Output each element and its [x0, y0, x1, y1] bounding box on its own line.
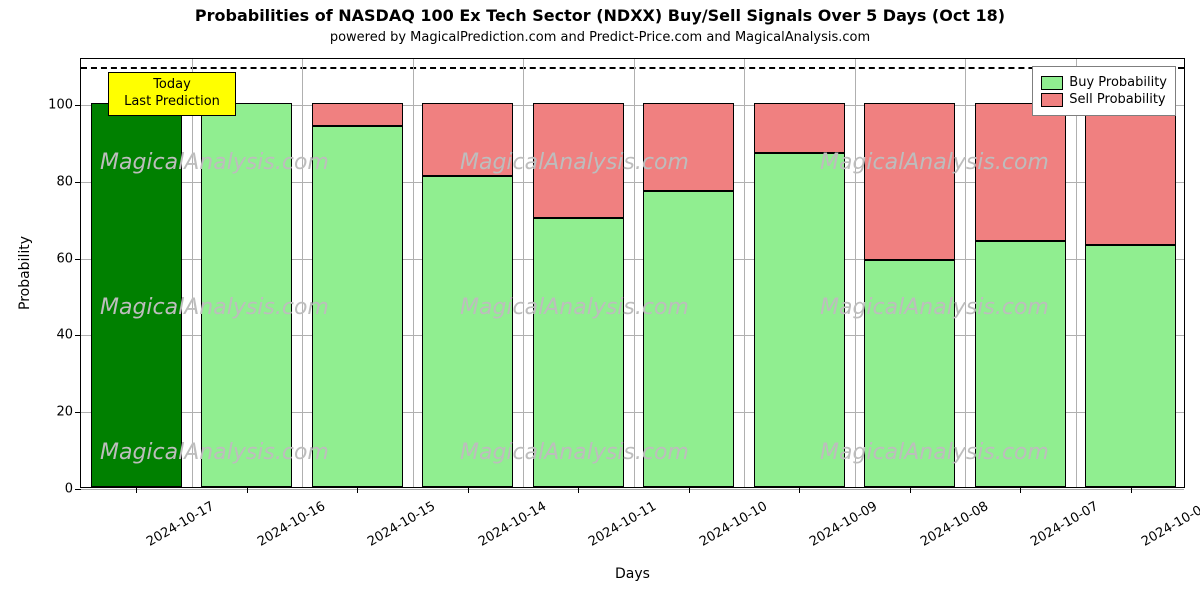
y-axis-label: Probability	[17, 236, 33, 310]
bar-group	[643, 103, 734, 487]
annotation-line-1: Today	[117, 77, 227, 94]
bar-group	[864, 103, 955, 487]
bar-sell	[312, 103, 403, 126]
y-tick-label: 80	[56, 174, 81, 189]
annotation-line-2: Last Prediction	[117, 94, 227, 111]
chart-subtitle: powered by MagicalPrediction.com and Pre…	[0, 30, 1200, 45]
x-tick-label: 2024-10-15	[365, 499, 438, 550]
bar-buy	[312, 126, 403, 487]
bar-buy	[201, 103, 292, 487]
y-tick-label: 0	[65, 482, 81, 497]
x-tick-mark	[799, 487, 800, 493]
legend-item-buy: Buy Probability	[1041, 75, 1167, 90]
bar-buy	[533, 218, 624, 487]
bar-buy	[975, 241, 1066, 487]
legend-swatch-buy	[1041, 76, 1063, 90]
bar-sell	[864, 103, 955, 260]
bar-group	[201, 103, 292, 487]
y-tick-label: 40	[56, 328, 81, 343]
bar-buy	[754, 153, 845, 487]
reference-line	[81, 67, 1184, 69]
bar-group	[312, 103, 403, 487]
legend-label-sell: Sell Probability	[1069, 92, 1165, 107]
grid-line-v	[192, 59, 193, 487]
bar-group	[975, 103, 1066, 487]
grid-line-v	[523, 59, 524, 487]
grid-line-v	[634, 59, 635, 487]
x-tick-label: 2024-10-09	[807, 499, 880, 550]
bar-sell	[754, 103, 845, 153]
bar-sell	[422, 103, 513, 176]
y-tick-label: 60	[56, 251, 81, 266]
x-tick-label: 2024-10-10	[697, 499, 770, 550]
x-tick-label: 2024-10-08	[918, 499, 991, 550]
bar-group	[754, 103, 845, 487]
x-tick-mark	[1131, 487, 1132, 493]
legend: Buy Probability Sell Probability	[1032, 66, 1176, 116]
bar-sell	[643, 103, 734, 191]
legend-item-sell: Sell Probability	[1041, 92, 1167, 107]
grid-line-v	[744, 59, 745, 487]
y-tick-label: 100	[48, 98, 81, 113]
x-tick-mark	[578, 487, 579, 493]
bar-group	[422, 103, 513, 487]
legend-label-buy: Buy Probability	[1069, 75, 1167, 90]
grid-line-v	[965, 59, 966, 487]
bar-group	[91, 103, 182, 487]
bar-buy	[91, 103, 182, 487]
bar-buy	[1085, 245, 1176, 487]
chart-title: Probabilities of NASDAQ 100 Ex Tech Sect…	[0, 6, 1200, 25]
plot-area: 0204060801002024-10-172024-10-162024-10-…	[80, 58, 1185, 488]
bar-sell	[1085, 103, 1176, 245]
grid-line-v	[855, 59, 856, 487]
bar-sell	[975, 103, 1066, 241]
x-tick-label: 2024-10-07	[1028, 499, 1101, 550]
x-tick-label: 2024-10-04	[1139, 499, 1200, 550]
bar-sell	[533, 103, 624, 218]
bar-group	[533, 103, 624, 487]
x-tick-mark	[468, 487, 469, 493]
x-tick-mark	[247, 487, 248, 493]
x-tick-label: 2024-10-17	[144, 499, 217, 550]
x-tick-mark	[689, 487, 690, 493]
bar-buy	[422, 176, 513, 487]
legend-swatch-sell	[1041, 93, 1063, 107]
x-tick-label: 2024-10-11	[586, 499, 659, 550]
bar-group	[1085, 103, 1176, 487]
bar-buy	[864, 260, 955, 487]
today-annotation: Today Last Prediction	[108, 72, 236, 116]
x-tick-label: 2024-10-14	[476, 499, 549, 550]
x-axis-label: Days	[615, 566, 650, 582]
x-tick-mark	[1020, 487, 1021, 493]
x-tick-mark	[136, 487, 137, 493]
grid-line-v	[413, 59, 414, 487]
grid-line-v	[302, 59, 303, 487]
y-tick-label: 20	[56, 405, 81, 420]
x-tick-label: 2024-10-16	[255, 499, 328, 550]
x-tick-mark	[910, 487, 911, 493]
grid-line-v	[1076, 59, 1077, 487]
x-tick-mark	[357, 487, 358, 493]
chart-container: Probabilities of NASDAQ 100 Ex Tech Sect…	[0, 0, 1200, 600]
bar-buy	[643, 191, 734, 487]
